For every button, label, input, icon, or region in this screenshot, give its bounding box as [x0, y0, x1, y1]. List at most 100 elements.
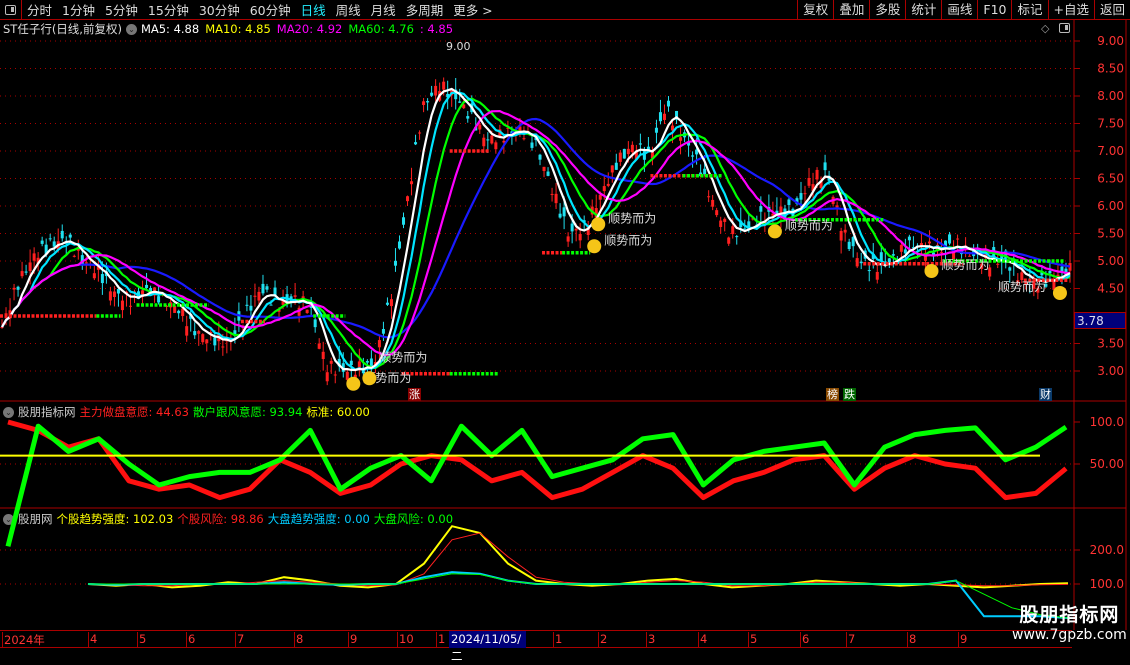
candle [205, 339, 209, 344]
y-tick-label: 8.00 [1097, 89, 1124, 103]
legend-market-risk: 大盘风险: 0.00 [373, 512, 454, 526]
period-tab[interactable]: 15分钟 [147, 3, 189, 18]
candle [418, 132, 422, 134]
period-tab[interactable]: 更多 > [453, 3, 493, 18]
candle [92, 273, 96, 279]
y-tick-label: 5.50 [1097, 227, 1124, 241]
candle [245, 304, 249, 306]
candle [948, 234, 952, 244]
candle [36, 257, 40, 264]
period-tab[interactable]: 日线 [300, 3, 326, 18]
candle [771, 213, 775, 216]
diamond-icon[interactable]: ◇ [1041, 22, 1050, 35]
main-legend: ST任子行(日线,前复权) ⌄ MA5: 4.88 MA10: 4.85 MA20:… [3, 21, 453, 37]
candle [739, 220, 743, 228]
ma-legend-item: : 4.85 [419, 22, 454, 36]
candle [249, 305, 253, 311]
candle [980, 263, 984, 269]
candle [799, 193, 803, 200]
candle [931, 252, 935, 256]
period-tab[interactable]: 周线 [335, 3, 361, 18]
candle [735, 236, 739, 238]
panel-toggle-button[interactable] [0, 0, 22, 20]
y-tick-label: 200.0 [1090, 543, 1124, 557]
watermark-url: www.7gpzb.com [1012, 627, 1127, 643]
candle [919, 243, 923, 248]
chevron-down-icon[interactable]: ⌄ [3, 513, 14, 525]
candle [859, 261, 863, 264]
toolbar-action-button[interactable]: 复权 [797, 0, 833, 20]
panel-layout-icon[interactable] [1057, 21, 1071, 35]
tag-zhang: 涨 [408, 388, 421, 401]
candle [606, 183, 610, 186]
date-axis: 2024/11/05/二 2024年 4 5 6 7 8 9 10 1 1 2 3 4 5 6 7 8 9 [0, 630, 1072, 663]
toolbar-action-button[interactable]: 统计 [905, 0, 941, 20]
candle [823, 162, 827, 171]
date-label: 8 [294, 632, 304, 647]
period-tab[interactable]: 月线 [370, 3, 396, 18]
smiley-icon [587, 239, 602, 254]
toolbar-action-button[interactable]: 画线 [941, 0, 977, 20]
candle [1008, 267, 1012, 271]
candle [68, 234, 72, 238]
date-label: 1 [553, 632, 563, 647]
signal-label: 顺势而为 [379, 350, 427, 364]
toolbar-action-button[interactable]: 标记 [1011, 0, 1047, 20]
candle [145, 284, 149, 289]
ma-legend-item: MA60: 4.76 [348, 22, 414, 36]
signal-label: 顺势而为 [785, 218, 833, 232]
toolbar-action-button[interactable]: F10 [977, 0, 1011, 20]
chevron-down-icon[interactable]: ⌄ [3, 406, 14, 418]
candle [116, 288, 120, 294]
trend-line-1 [87, 532, 1069, 587]
candle [201, 334, 205, 343]
legend-stock-trend: 个股趋势强度: 102.03 [56, 512, 174, 526]
candle [574, 228, 578, 231]
period-tab[interactable]: 分时 [27, 3, 53, 18]
candle [911, 247, 915, 249]
candle [907, 236, 911, 241]
date-label: 5 [748, 632, 758, 647]
date-label: 6 [186, 632, 196, 647]
period-tab[interactable]: 60分钟 [249, 3, 291, 18]
candle [650, 151, 654, 159]
smiley-icon [1052, 286, 1067, 300]
candle [626, 148, 630, 155]
candle [373, 362, 377, 366]
candle [554, 193, 558, 204]
candle [855, 258, 859, 267]
candle [518, 126, 522, 132]
candle [807, 178, 811, 186]
period-tab[interactable]: 多周期 [405, 3, 444, 18]
toolbar-action-button[interactable]: 叠加 [833, 0, 869, 20]
candle [52, 241, 56, 247]
candle [743, 228, 747, 230]
period-tab[interactable]: 1分钟 [62, 3, 95, 18]
candle [357, 361, 361, 368]
candle [466, 116, 470, 119]
toolbar-action-button[interactable]: 返回 [1093, 0, 1130, 20]
candle [727, 237, 731, 244]
candle [209, 332, 213, 334]
candle [538, 154, 542, 160]
candle [325, 372, 329, 382]
chevron-down-icon[interactable]: ⌄ [125, 23, 137, 35]
toolbar-action-button[interactable]: +自选 [1047, 0, 1094, 20]
candle [1040, 272, 1044, 276]
y-tick-label: 100.0 [1090, 577, 1124, 591]
candle [819, 180, 823, 189]
toolbar-action-button[interactable]: 多股 [869, 0, 905, 20]
candle [261, 283, 265, 294]
chart-canvas[interactable]: 9.00 8.50 8.00 7.50 7.00 6.50 6.00 5.50 5.00 4.50… [0, 0, 1130, 650]
period-tab[interactable]: 5分钟 [104, 3, 138, 18]
period-tab[interactable]: 30分钟 [198, 3, 240, 18]
legend-main-force: 主力做盘意愿: 44.63 [79, 405, 189, 419]
candle [847, 241, 851, 250]
candle [903, 249, 907, 254]
candle [956, 238, 960, 240]
candle [1020, 272, 1024, 280]
candle [277, 309, 281, 312]
candle [377, 340, 381, 348]
candle [671, 125, 675, 131]
candle [157, 296, 161, 303]
